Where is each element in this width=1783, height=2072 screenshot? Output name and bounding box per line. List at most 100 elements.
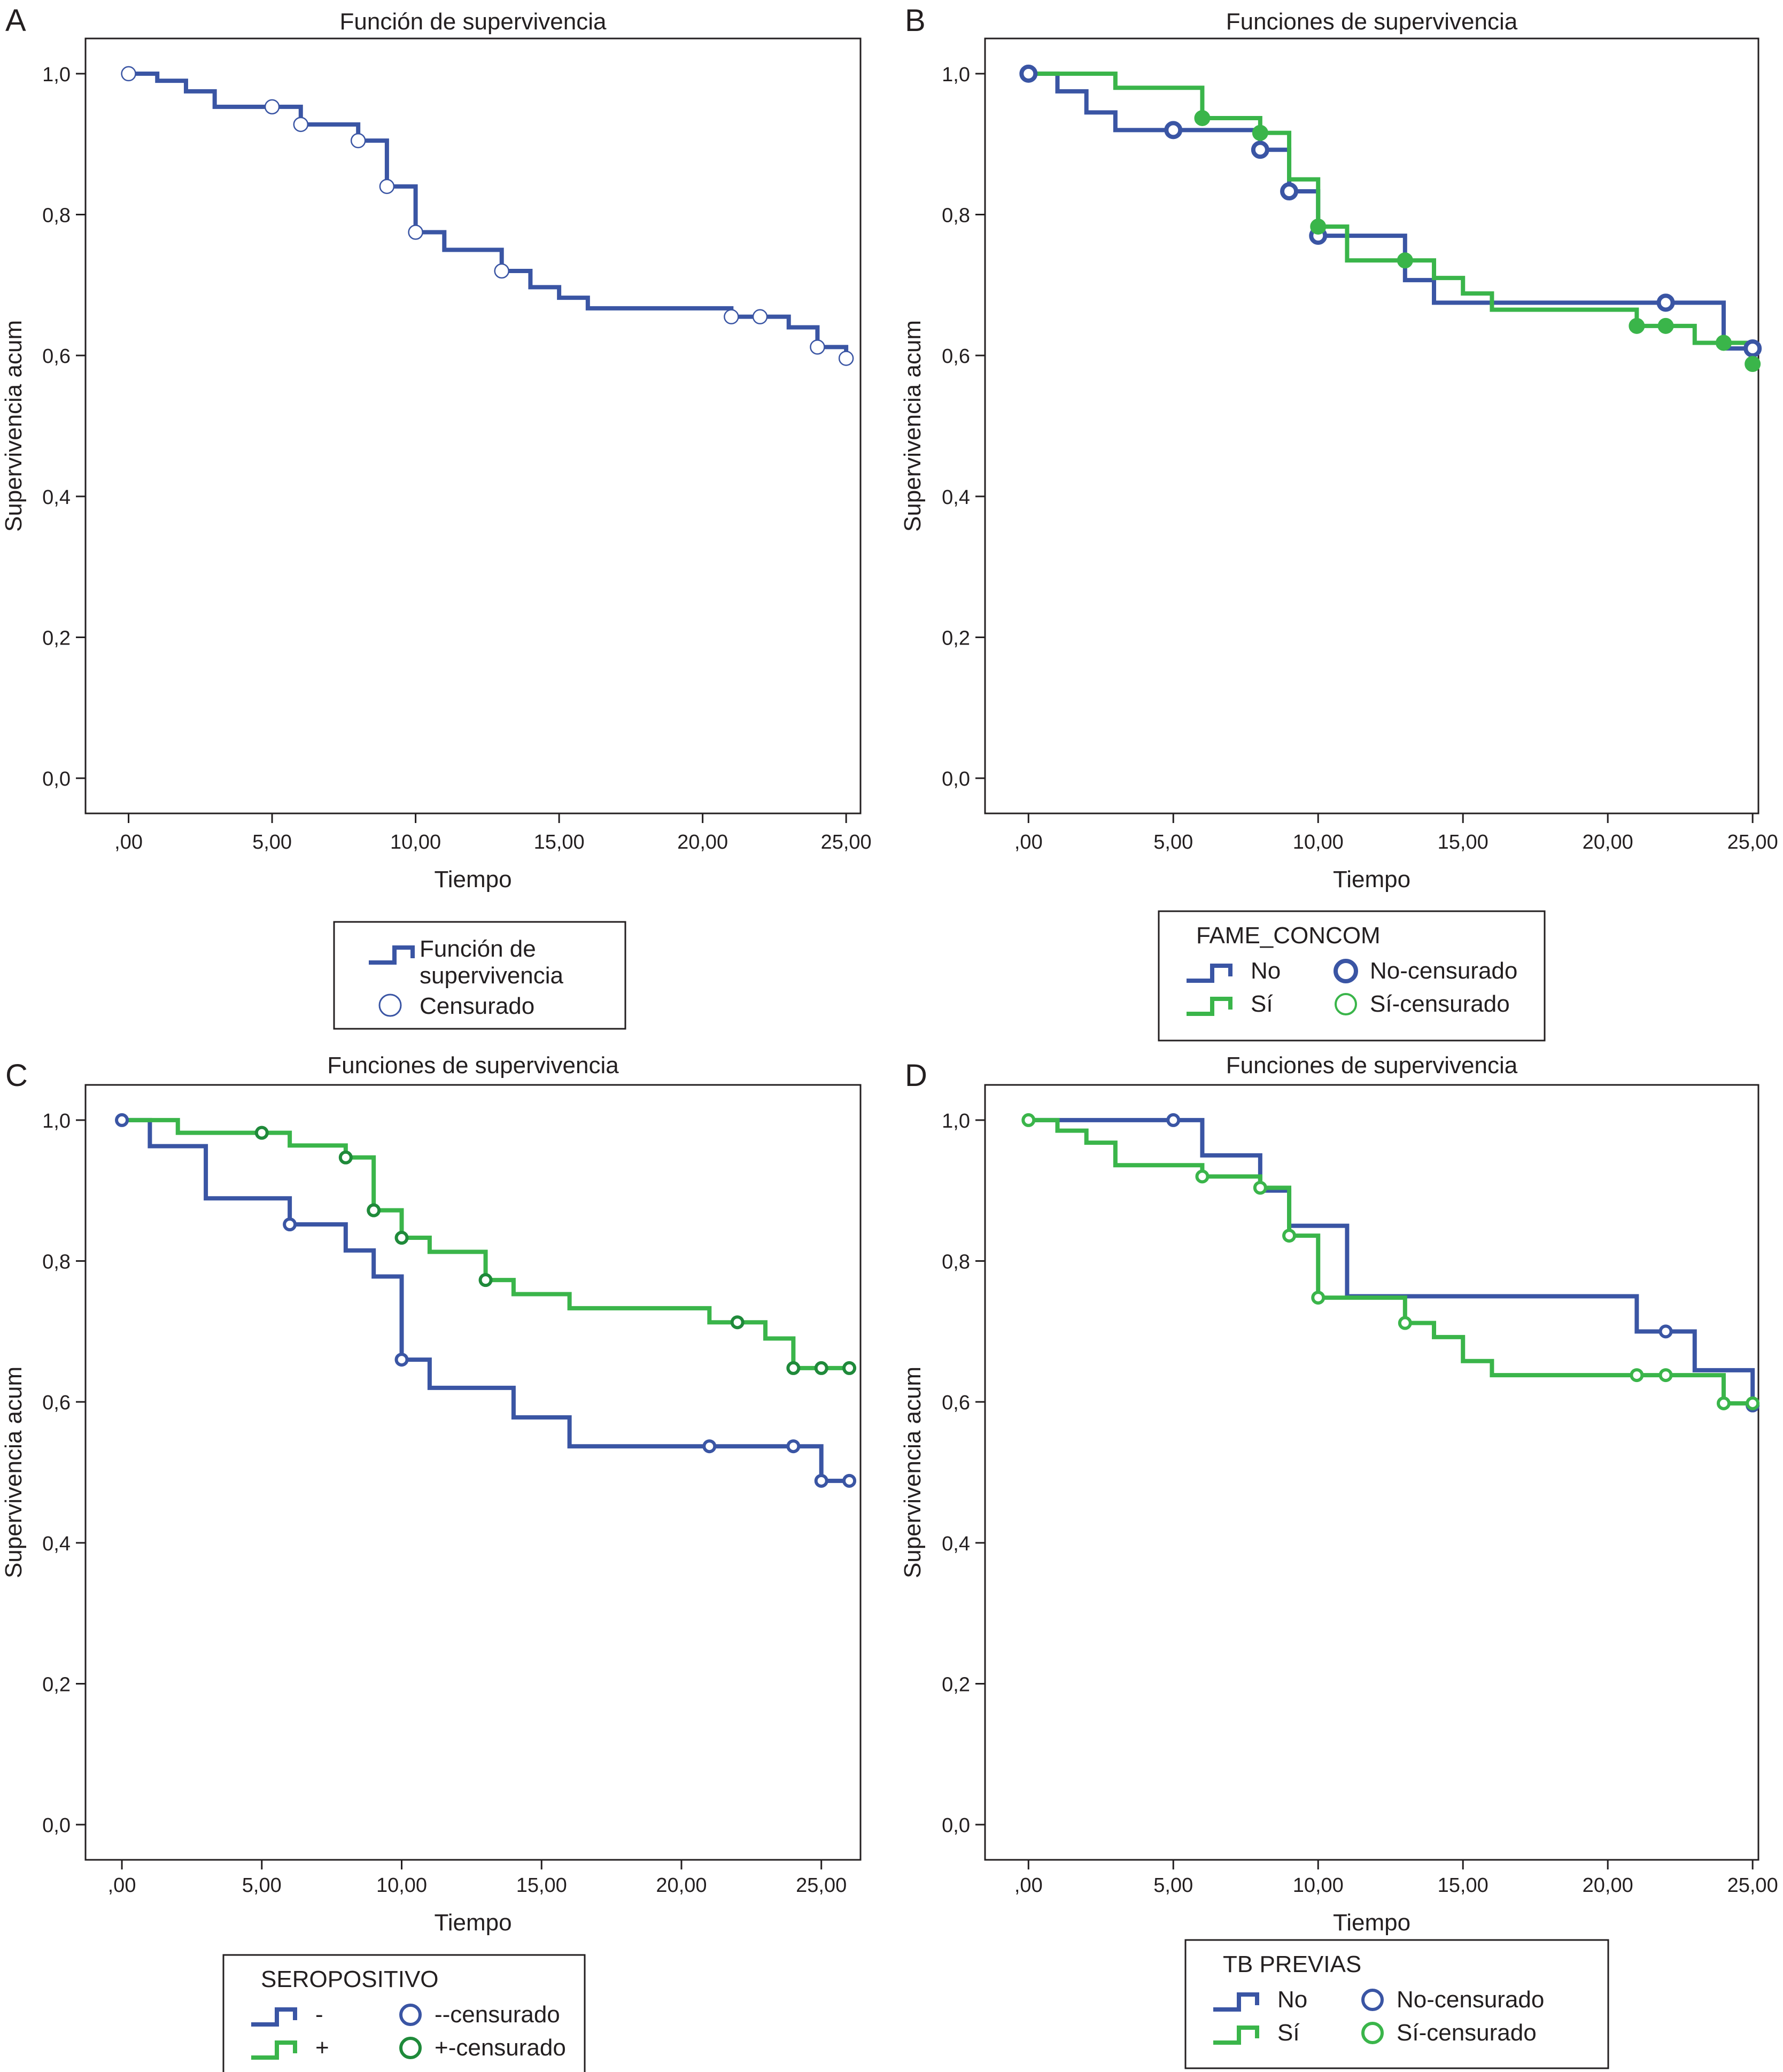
- censored-marker-no: [1019, 64, 1038, 83]
- y-tick-label: 1,0: [942, 1110, 970, 1132]
- legend-label: supervivencia: [420, 963, 564, 989]
- censored-marker-si: [1715, 335, 1732, 351]
- censored-marker-no: [1164, 121, 1183, 139]
- censored-marker-si: [1253, 1181, 1267, 1195]
- x-tick-label: 10,00: [390, 831, 441, 853]
- censored-marker-neg: [786, 1439, 801, 1454]
- x-tick-label: 5,00: [242, 1874, 282, 1897]
- censored-marker-neg: [842, 1473, 857, 1488]
- x-axis-label: Tiempo: [434, 866, 511, 893]
- plot-frame: [84, 37, 862, 814]
- series-line-no: [1028, 71, 1753, 351]
- legend-label: Sí-censurado: [1370, 991, 1510, 1017]
- y-tick-label: 0,8: [942, 205, 970, 227]
- legend-line-symbol: [251, 2007, 297, 2027]
- censored-marker-no: [1658, 1324, 1673, 1339]
- chart-title: Funciones de supervivencia: [1226, 1052, 1518, 1078]
- x-tick-label: 20,00: [1583, 1874, 1633, 1897]
- y-axis-label: Supervivencia acum: [900, 320, 926, 532]
- legend-label: Sí-censurado: [1397, 2020, 1537, 2046]
- x-tick-label: 10,00: [1293, 1874, 1344, 1897]
- legend-label: No-censurado: [1370, 958, 1517, 984]
- y-tick-label: 0,0: [42, 768, 71, 790]
- censored-marker-neg: [394, 1353, 409, 1367]
- censored-marker-si: [1629, 317, 1645, 334]
- legend-marker-symbol: [1334, 959, 1358, 983]
- plot-frame: [984, 1084, 1759, 1861]
- x-tick-label: 15,00: [1438, 1874, 1489, 1897]
- censored-marker-pos: [367, 1203, 381, 1217]
- y-axis-label: Supervivencia acum: [900, 1367, 926, 1578]
- y-tick-label: 0,2: [42, 1673, 71, 1696]
- censored-marker-pos: [842, 1361, 857, 1375]
- panel-letter: A: [5, 3, 26, 38]
- legend: SEROPOSITIVO - --censurado + +-censurado: [222, 1954, 586, 2072]
- legend-label: Sí: [1251, 991, 1273, 1017]
- legend-marker-symbol: [1361, 1989, 1384, 2011]
- series-line-no: [1028, 1118, 1755, 1406]
- legend-line-symbol: [1213, 1992, 1259, 2012]
- censored-marker-si: [1252, 125, 1268, 141]
- y-tick-label: 0,8: [942, 1251, 970, 1274]
- y-tick-label: 0,0: [42, 1814, 71, 1837]
- censored-marker-neg: [814, 1473, 828, 1488]
- x-tick-label: 25,00: [1727, 1874, 1778, 1897]
- x-tick-label: 20,00: [1583, 831, 1633, 853]
- y-tick-label: 0,0: [942, 768, 970, 790]
- x-tick-label: ,00: [1014, 1874, 1043, 1897]
- legend-title: TB PREVIAS: [1223, 1951, 1361, 1977]
- censored-marker-no: [1656, 293, 1675, 312]
- x-tick-label: 25,00: [821, 831, 872, 853]
- plot-frame: [84, 1084, 862, 1861]
- panel-letter: D: [905, 1058, 927, 1093]
- censored-marker-no: [1166, 1113, 1181, 1127]
- y-tick-label: 0,4: [942, 1533, 970, 1555]
- y-tick-label: 1,0: [42, 1110, 71, 1132]
- x-tick-label: 15,00: [1438, 831, 1489, 853]
- censored-marker-pos: [254, 1126, 269, 1140]
- panel-letter: C: [5, 1058, 28, 1093]
- censored-marker-si: [1282, 1229, 1297, 1243]
- censored-marker-si: [1311, 1291, 1325, 1305]
- censored-marker-s: [408, 224, 423, 240]
- plot-frame: [984, 37, 1759, 814]
- legend-title: FAME_CONCOM: [1196, 922, 1381, 949]
- censored-marker-s: [121, 66, 136, 82]
- legend-title: SEROPOSITIVO: [261, 1966, 439, 1992]
- censored-marker-si: [1310, 218, 1327, 235]
- series-line-si: [1028, 1118, 1753, 1406]
- chart-title: Funciones de supervivencia: [327, 1052, 619, 1078]
- censored-marker-neg: [283, 1217, 297, 1231]
- x-tick-label: 25,00: [796, 1874, 847, 1897]
- y-tick-label: 1,0: [942, 64, 970, 86]
- y-tick-label: 0,2: [942, 627, 970, 649]
- x-axis-label: Tiempo: [434, 1910, 511, 1936]
- censored-marker-s: [379, 179, 395, 195]
- legend-label: No: [1277, 1986, 1307, 2013]
- censored-marker-neg: [115, 1113, 129, 1127]
- legend-marker-symbol: [1361, 2022, 1384, 2044]
- censored-marker-pos: [478, 1273, 493, 1287]
- legend-label: No: [1251, 958, 1281, 984]
- y-tick-label: 0,6: [42, 1392, 71, 1414]
- x-tick-label: ,00: [108, 1874, 136, 1897]
- chart-title: Funciones de supervivencia: [1226, 9, 1518, 35]
- censored-marker-no: [1743, 339, 1762, 358]
- x-tick-label: 10,00: [1293, 831, 1344, 853]
- legend-marker-symbol: [1335, 993, 1357, 1015]
- panel-b: B Funciones de supervivencia 0,0 0,2 0,4 0,6 0…: [900, 3, 1778, 1042]
- censored-marker-s: [838, 351, 854, 366]
- legend-label: Censurado: [420, 993, 534, 1019]
- censored-marker-si: [1021, 1113, 1036, 1127]
- panel-letter: B: [905, 3, 926, 38]
- x-tick-label: ,00: [1014, 831, 1043, 853]
- legend-line-symbol: [1213, 2026, 1259, 2045]
- x-tick-label: ,00: [114, 831, 143, 853]
- censored-marker-neg: [702, 1439, 717, 1454]
- series-line-neg: [122, 1118, 850, 1483]
- censored-marker-pos: [814, 1361, 828, 1375]
- x-axis-label: Tiempo: [1333, 1910, 1410, 1936]
- series-line-s: [128, 71, 849, 359]
- legend-line-symbol: [251, 2040, 297, 2060]
